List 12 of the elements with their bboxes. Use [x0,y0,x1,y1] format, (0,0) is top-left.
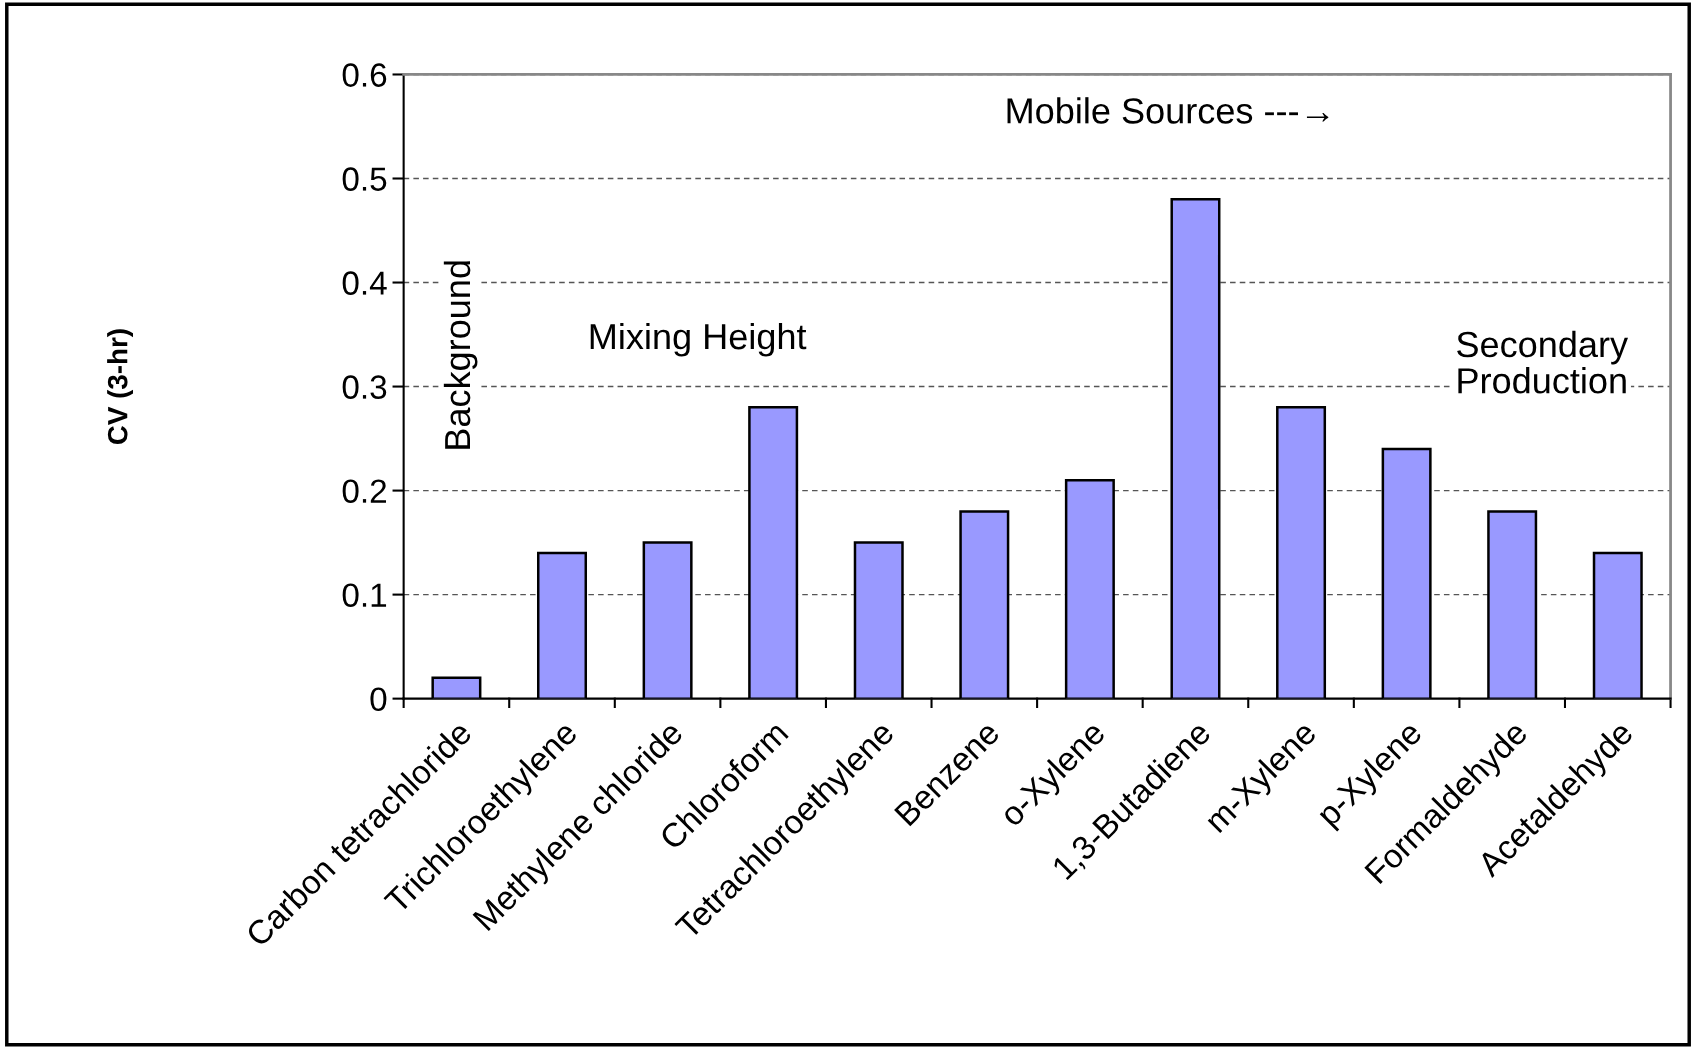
annotation: Mobile Sources ---→ [1007,97,1329,124]
y-tick-label: 0.1 [342,583,387,608]
annotation: Secondary Production [1457,330,1629,394]
y-axis-title: CV (3-hr) [107,329,134,445]
y-tick-label: 0.3 [342,375,387,399]
y-tick-label: 0.4 [342,271,387,295]
annotation: Background [443,261,478,449]
y-tick-label: 0.2 [342,479,387,503]
y-tick-label: 0.6 [342,63,387,87]
y-tick-label: 0.5 [342,167,387,191]
annotation: Mixing Height [590,322,807,357]
y-tick-label: 0 [370,687,387,712]
